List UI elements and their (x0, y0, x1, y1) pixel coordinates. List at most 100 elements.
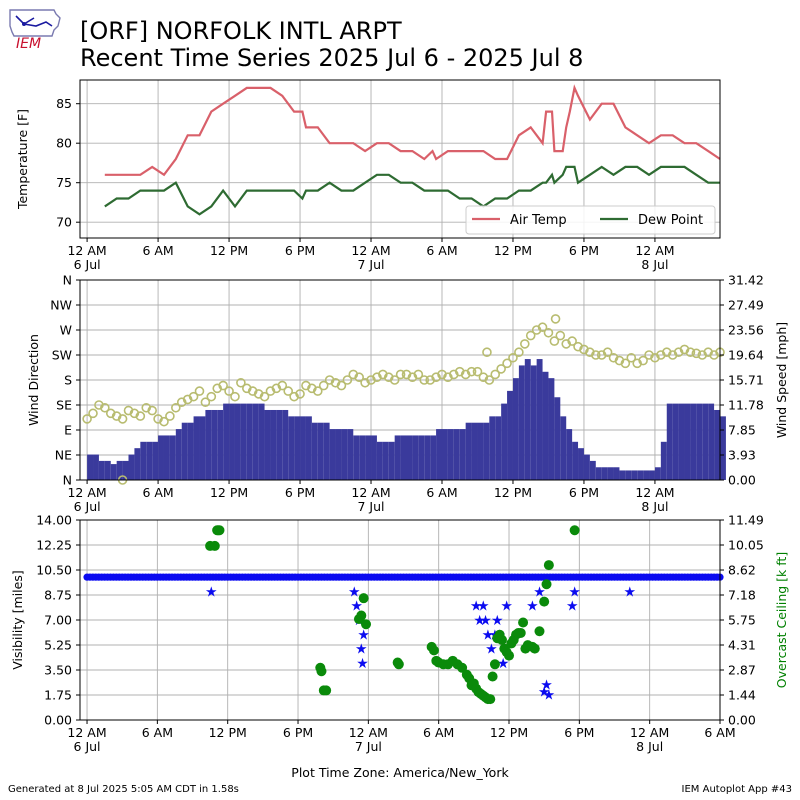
wind-speed-axis-label: Wind Speed [mph] (774, 322, 789, 438)
wind-speed-bar (708, 403, 715, 480)
temp-y-tick-label: 75 (56, 175, 72, 190)
wind-speed-bar (93, 454, 99, 480)
wind-direction-point (206, 391, 217, 402)
x-tick-date-label: 6 Jul (74, 257, 101, 272)
wind-direction-point (466, 366, 477, 377)
wind-direction-point (484, 375, 495, 385)
wind-speed-bar (613, 467, 620, 480)
visibility-star: ★ (540, 677, 553, 693)
x-tick-date-label: 7 Jul (358, 257, 385, 272)
wind-speed-tick-label: 27.49 (728, 298, 764, 313)
x-tick-label: 6 AM (426, 485, 457, 500)
wind-speed-bar (447, 429, 454, 480)
ceiling-point (321, 685, 332, 696)
wind-speed-bar (169, 435, 176, 480)
wind-direction-point (159, 416, 169, 427)
visibility-star: ★ (477, 599, 490, 615)
x-tick-label: 12 PM (210, 243, 248, 258)
wind-speed-bar (347, 429, 354, 480)
wind-speed-bar (175, 429, 182, 480)
visibility-baseline-points (83, 573, 724, 581)
wind-speed-bar (560, 416, 567, 480)
app-label: IEM Autoplot App #43 (681, 784, 792, 795)
x-tick-label: 6 AM (142, 725, 173, 740)
temp-y-axis-label: Temperature [F] (15, 109, 30, 210)
x-tick-label: 12 PM (210, 485, 248, 500)
wind-direction-point (342, 375, 353, 385)
ceiling-point (393, 659, 404, 670)
wind-direction-point (482, 347, 492, 358)
wind-direction-point (543, 327, 554, 338)
x-tick-label: 6 AM (142, 485, 173, 500)
wind-direction-point (135, 411, 146, 421)
ceiling-tick-label: 5.75 (728, 613, 756, 628)
wind-direction-point (549, 336, 560, 346)
wind-speed-bar (371, 435, 377, 480)
wind-speed-bar (643, 470, 650, 480)
visibility-star: ★ (485, 642, 498, 658)
wind-speed-bar (264, 409, 271, 480)
x-tick-label: 6 PM (569, 485, 599, 500)
wind-dir-tick-label: W (60, 323, 72, 338)
wind-direction-point (277, 380, 288, 391)
wind-speed-bar (359, 435, 366, 480)
visibility-star: ★ (479, 613, 492, 629)
wind-direction-point (520, 339, 530, 349)
logo-text: IEM (16, 36, 41, 50)
wind-speed-bar (199, 416, 206, 480)
wind-speed-bar (501, 403, 508, 480)
wind-speed-bar (217, 409, 224, 480)
wind-direction-point (336, 380, 347, 391)
x-tick-date-label: 6 Jul (74, 499, 101, 514)
wind-direction-point (88, 408, 98, 419)
wind-speed-bar (631, 470, 638, 480)
wind-direction-point (224, 386, 234, 396)
wind-speed-bar (365, 435, 372, 480)
wind-speed-bar (453, 429, 460, 480)
x-tick-label: 12 AM (351, 243, 390, 258)
ceiling-point (534, 626, 545, 637)
ceiling-points (205, 525, 580, 705)
wind-direction-point (100, 402, 110, 413)
ceiling-tick-label: 0.00 (728, 713, 756, 728)
wind-speed-bar (205, 409, 212, 480)
visibility-star: ★ (355, 642, 368, 658)
wind-direction-point (590, 350, 601, 360)
ceiling-point (543, 560, 554, 571)
x-tick-date-label: 7 Jul (355, 739, 382, 754)
wind-speed-bar (459, 429, 466, 480)
wind-direction-point (620, 358, 631, 369)
wind-speed-bar (654, 467, 661, 480)
wind-direction-point (117, 414, 128, 424)
wind-speed-bar (323, 422, 330, 480)
wind-speed-bar (163, 435, 170, 480)
ceiling-point (316, 666, 327, 677)
ceiling-tick-label: 7.18 (728, 588, 756, 603)
wind-speed-bar (110, 464, 117, 480)
wind-direction-point (413, 369, 424, 380)
wind-dir-tick-label: SE (56, 398, 72, 413)
visibility-star: ★ (500, 599, 513, 615)
wind-speed-tick-label: 3.93 (728, 448, 756, 463)
wind-speed-bar (678, 403, 685, 480)
visibility-star: ★ (357, 627, 370, 643)
wind-speed-bar (566, 429, 573, 480)
wind-speed-tick-label: 15.71 (728, 373, 764, 388)
ceiling-tick-label: 4.31 (728, 638, 756, 653)
visibility-star: ★ (470, 599, 483, 615)
wind-speed-bar (158, 435, 164, 480)
wind-direction-point (508, 352, 518, 363)
ceiling-point (358, 593, 369, 604)
ceiling-point (209, 540, 220, 551)
x-tick-date-label: 8 Jul (641, 499, 668, 514)
wind-speed-bar (649, 470, 655, 480)
wind-direction-point (472, 366, 483, 377)
wind-speed-bar (258, 403, 265, 480)
x-tick-label: 12 PM (209, 725, 247, 740)
visibility-tick-label: 5.25 (44, 638, 72, 653)
wind-speed-bar (252, 403, 259, 480)
wind-speed-bar (223, 403, 230, 480)
wind-speed-bar (548, 378, 555, 480)
wind-dir-tick-label: SW (52, 348, 72, 363)
wind-speed-bar (87, 454, 94, 480)
